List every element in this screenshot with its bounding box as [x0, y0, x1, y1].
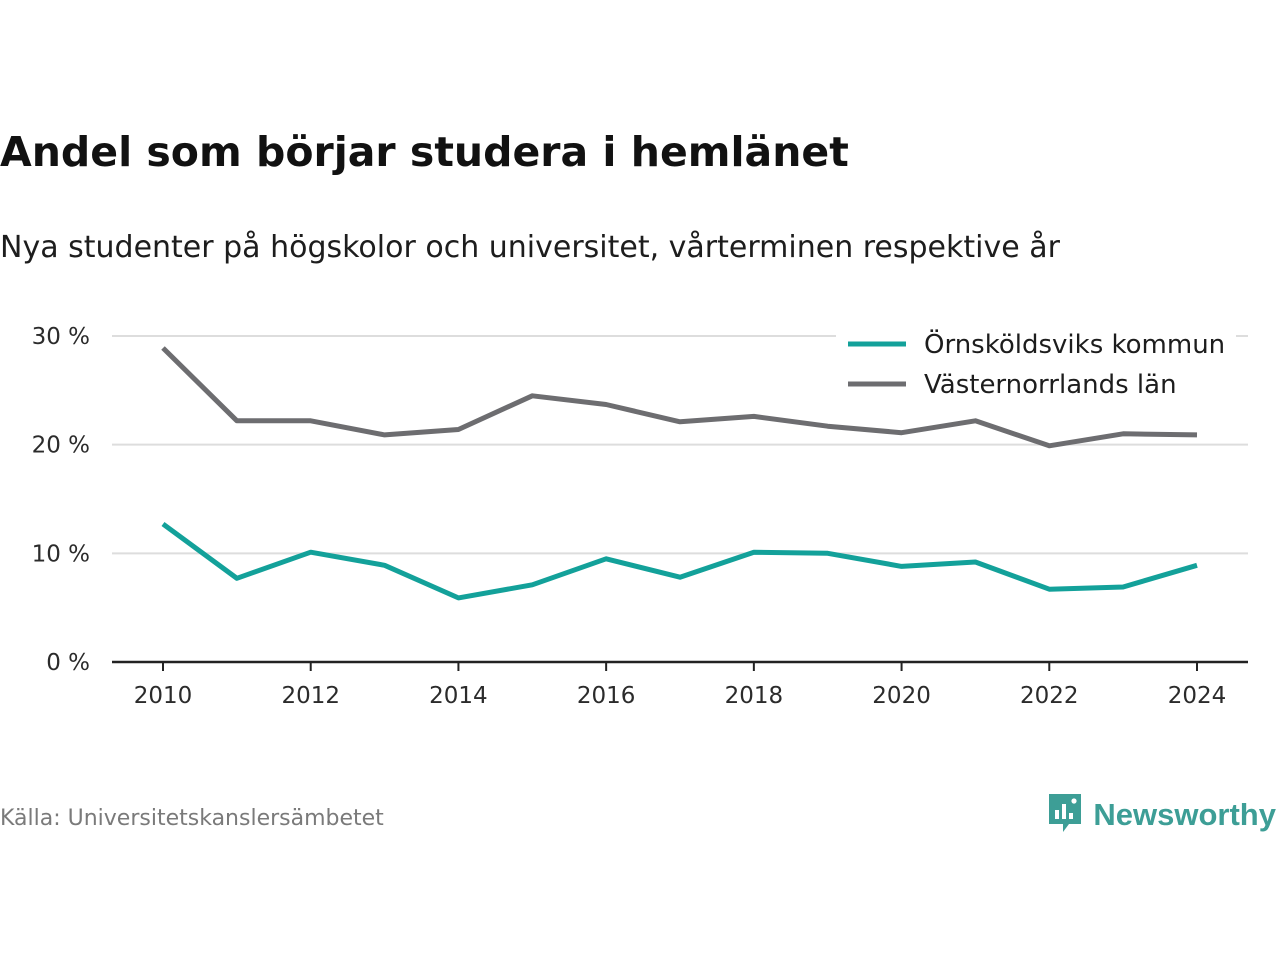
x-tick-label: 2016 — [577, 683, 636, 709]
series-line-1 — [161, 521, 1198, 601]
y-tick-label: 10 % — [32, 541, 90, 567]
y-tick-label: 20 % — [32, 433, 90, 459]
x-tick-label: 2024 — [1168, 683, 1227, 709]
x-axis: 2010 2012 2014 2016 2018 2020 2022 2024 — [112, 660, 1248, 709]
source-note: Källa: Universitetskanslersämbetet — [0, 806, 384, 831]
series-line-2 — [161, 346, 1198, 449]
brand-name: Newsworthy — [1093, 797, 1276, 832]
x-tick-label: 2022 — [1020, 683, 1079, 709]
legend-background — [836, 322, 1236, 414]
y-tick-label: 0 % — [46, 650, 90, 676]
legend: Örnsköldsviks kommun Västernorrlands län — [836, 322, 1236, 414]
line-chart: 0 % 10 % 20 % 30 % 2010 2012 2014 2016 2018 2020… — [32, 322, 1248, 709]
x-tick-label: 2018 — [725, 683, 784, 709]
x-tick-label: 2020 — [872, 683, 931, 709]
newsworthy-logo-icon — [1047, 792, 1083, 838]
chart-subtitle: Nya studenter på högskolor och universit… — [0, 230, 1060, 265]
x-tick-label: 2014 — [429, 683, 488, 709]
legend-label: Örnsköldsviks kommun — [924, 328, 1225, 360]
brand-logo: Newsworthy — [1047, 792, 1276, 838]
chart-title: Andel som börjar studera i hemlänet — [0, 128, 849, 176]
y-tick-label: 30 % — [32, 324, 90, 350]
y-tick-labels: 0 % 10 % 20 % 30 % — [32, 324, 90, 676]
legend-label: Västernorrlands län — [924, 370, 1177, 400]
x-tick-label: 2010 — [134, 683, 193, 709]
series-lines — [161, 346, 1198, 601]
x-tick-label: 2012 — [281, 683, 340, 709]
